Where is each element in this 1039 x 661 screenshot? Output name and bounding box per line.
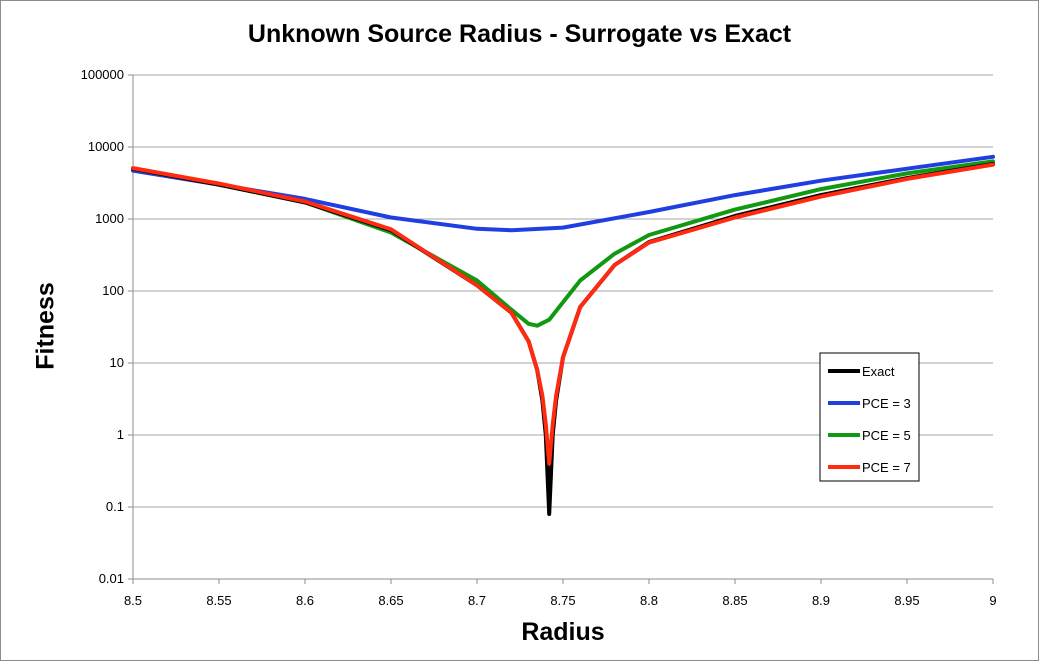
x-tick-label: 8.5	[124, 593, 142, 608]
x-tick-label: 8.9	[812, 593, 830, 608]
chart-title: Unknown Source Radius - Surrogate vs Exa…	[247, 20, 792, 48]
y-tick-label: 10000	[88, 139, 124, 154]
x-tick-label: 8.65	[378, 593, 403, 608]
x-tick-label: 8.8	[640, 593, 658, 608]
x-tick-label: 8.6	[296, 593, 314, 608]
legend-label-pce-5: PCE = 5	[862, 428, 911, 443]
y-tick-label: 100	[102, 283, 124, 298]
legend-label-pce-3: PCE = 3	[862, 396, 911, 411]
y-tick-label: 10	[110, 355, 124, 370]
y-tick-label: 0.1	[106, 499, 124, 514]
y-tick-label: 100000	[81, 67, 124, 82]
x-tick-label: 8.7	[468, 593, 486, 608]
x-tick-label: 8.85	[722, 593, 747, 608]
legend-box	[819, 352, 920, 482]
y-tick-label: 0.01	[99, 571, 124, 586]
y-tick-label: 1000	[95, 211, 124, 226]
legend-label-exact: Exact	[862, 364, 895, 379]
x-tick-label: 8.75	[550, 593, 575, 608]
x-tick-label: 9	[989, 593, 996, 608]
legend-label-pce-7: PCE = 7	[862, 460, 911, 475]
x-axis-title: Radius	[521, 618, 605, 646]
y-tick-label: 1	[117, 427, 124, 442]
series-line-pce-7	[131, 162, 995, 466]
x-tick-label: 8.55	[206, 593, 231, 608]
x-tick-label: 8.95	[894, 593, 919, 608]
